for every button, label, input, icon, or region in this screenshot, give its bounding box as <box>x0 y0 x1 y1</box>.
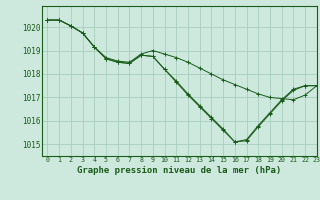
X-axis label: Graphe pression niveau de la mer (hPa): Graphe pression niveau de la mer (hPa) <box>77 166 281 175</box>
